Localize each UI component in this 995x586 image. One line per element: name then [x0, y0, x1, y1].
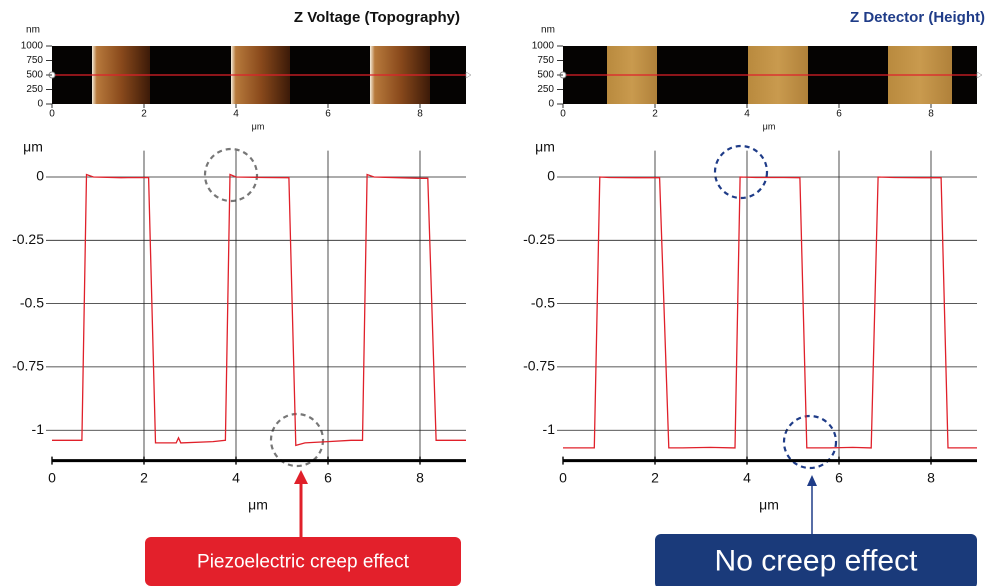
annotation-text: No creep effect: [715, 544, 919, 577]
x-tick-label: 8: [928, 109, 934, 120]
x-tick-label: 2: [140, 469, 148, 485]
afm-image-right: [560, 46, 982, 104]
y-axis-label: μm: [23, 139, 43, 155]
chart-title: Z Voltage (Topography): [294, 9, 460, 26]
y-tick-label: 0: [36, 168, 44, 184]
y-axis-label: nm: [26, 25, 40, 36]
figure: Z Voltage (Topography) nm μm 0 250 500 750 1000…: [0, 0, 995, 586]
y-tick-label: -0.25: [523, 231, 555, 247]
x-axis-label: μm: [252, 121, 265, 131]
x-tick-label: 0: [560, 109, 566, 120]
y-tick-label: 1000: [532, 41, 555, 52]
y-tick-label: 1000: [21, 41, 44, 52]
y-tick-label: 0: [548, 99, 554, 110]
y-tick-label: -0.5: [531, 294, 555, 310]
x-tick-label: 6: [836, 109, 842, 120]
arrows: [294, 470, 817, 537]
x-tick-label: 8: [416, 469, 424, 485]
y-tick-label: 0: [37, 99, 43, 110]
y-tick-label: 0: [547, 168, 555, 184]
x-tick-label: 2: [141, 109, 147, 120]
x-tick-label: 0: [48, 469, 56, 485]
chart-title: Z Detector (Height): [850, 9, 985, 26]
x-axis-label: μm: [763, 121, 776, 131]
y-tick-label: 750: [26, 55, 43, 66]
y-axis-label: μm: [535, 139, 555, 155]
x-tick-label: 2: [651, 469, 659, 485]
y-tick-label: 250: [26, 84, 43, 95]
x-tick-label: 2: [652, 109, 658, 120]
x-tick-label: 8: [417, 109, 423, 120]
x-tick-label: 6: [325, 109, 331, 120]
y-tick-label: -0.5: [20, 294, 44, 310]
annotation-text: Piezoelectric creep effect: [197, 552, 410, 573]
x-tick-label: 8: [927, 469, 935, 485]
y-tick-label: 500: [537, 70, 554, 81]
y-tick-label: -0.75: [12, 358, 44, 374]
y-tick-label: -1: [32, 421, 45, 437]
y-tick-label: 750: [537, 55, 554, 66]
x-tick-label: 6: [835, 469, 843, 485]
x-tick-label: 6: [324, 469, 332, 485]
x-tick-label: 4: [233, 109, 239, 120]
highlight-circles: [205, 146, 836, 468]
profile-line: [563, 177, 977, 448]
x-tick-label: 4: [744, 109, 750, 120]
x-axis-label: μm: [759, 497, 779, 513]
x-tick-label: 0: [559, 469, 567, 485]
y-tick-label: -0.25: [12, 231, 44, 247]
afm-image-left: [49, 46, 471, 104]
x-tick-label: 4: [743, 469, 751, 485]
y-tick-label: -1: [543, 421, 556, 437]
profile-line: [52, 175, 466, 446]
y-tick-label: -0.75: [523, 358, 555, 374]
x-axis-label: μm: [248, 497, 268, 513]
y-tick-label: 500: [26, 70, 43, 81]
y-axis-label: nm: [541, 25, 555, 36]
x-tick-label: 0: [49, 109, 55, 120]
y-tick-label: 250: [537, 84, 554, 95]
x-tick-label: 4: [232, 469, 240, 485]
